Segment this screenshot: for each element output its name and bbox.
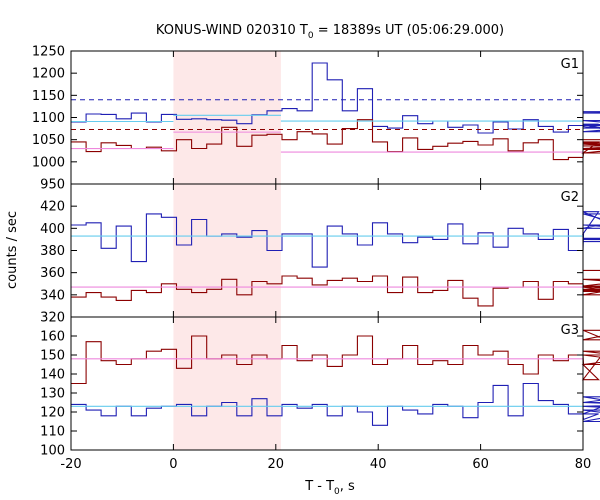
y-tick-label: 320 [40, 311, 65, 326]
y-tick-label: 1200 [32, 67, 65, 82]
y-tick-label: 120 [40, 406, 65, 421]
y-tick-label: 1000 [32, 155, 65, 170]
series-g2-0 [71, 211, 600, 268]
y-axis-label: counts / sec [5, 211, 20, 289]
y-tick-label: 420 [40, 200, 65, 215]
x-tick-label: 60 [472, 457, 489, 472]
y-tick-label: 380 [40, 244, 65, 259]
series-g3-1 [71, 329, 600, 385]
chart-title: KONUS-WIND 020310 T0 = 18389s UT (05:06:… [156, 23, 504, 41]
series-g1-1 [71, 119, 600, 161]
x-tick-label: 20 [268, 457, 285, 472]
burst-interval-g3 [173, 317, 281, 450]
x-tick-label: 0 [169, 457, 177, 472]
y-tick-label: 950 [40, 178, 65, 193]
panel-label-g2: G2 [561, 190, 579, 205]
y-tick-label: 1250 [32, 45, 65, 60]
series-g3-0 [71, 382, 600, 426]
panel-frame-g3 [70, 316, 584, 451]
y-tick-label: 1150 [32, 89, 65, 104]
burst-interval-g2 [173, 184, 281, 317]
x-tick-label: 40 [370, 457, 387, 472]
series-g2-1 [71, 269, 600, 307]
x-tick-label: 80 [575, 457, 592, 472]
y-tick-label: 1050 [32, 133, 65, 148]
x-axis-label: T - T0, s [304, 479, 355, 497]
y-tick-label: 360 [40, 266, 65, 281]
y-tick-label: 150 [40, 349, 65, 364]
y-tick-label: 340 [40, 288, 65, 303]
x-tick-label: -20 [60, 457, 81, 472]
y-tick-label: 400 [40, 222, 65, 237]
y-tick-label: 1100 [32, 111, 65, 126]
series-g1-0 [71, 62, 600, 134]
burst-interval-g1 [173, 51, 281, 184]
panel-label-g1: G1 [561, 57, 579, 72]
y-tick-label: 160 [40, 330, 65, 345]
panel-label-g3: G3 [561, 323, 579, 338]
y-tick-label: 110 [40, 425, 65, 440]
y-tick-label: 100 [40, 444, 65, 459]
y-tick-label: 140 [40, 368, 65, 383]
y-tick-label: 130 [40, 387, 65, 402]
